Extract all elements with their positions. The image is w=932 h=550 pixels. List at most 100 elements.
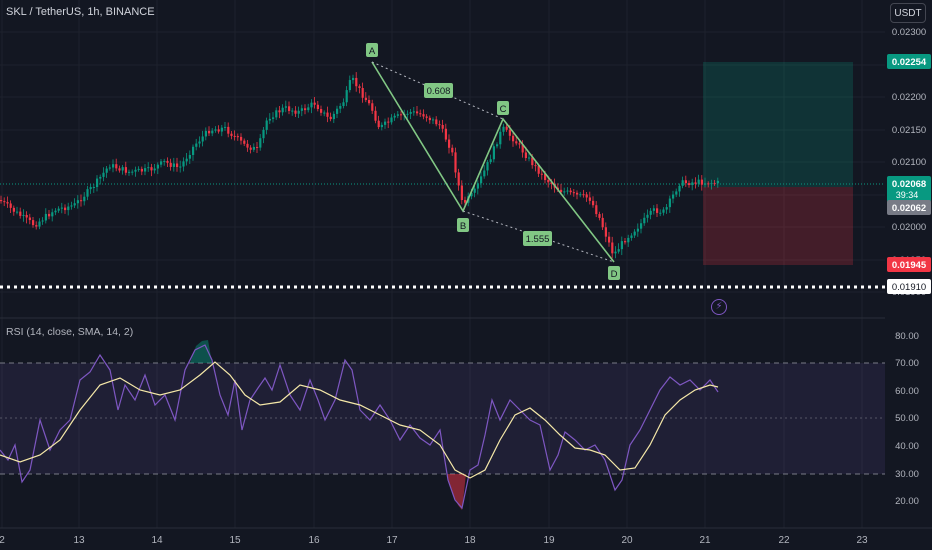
candle-body [201,136,204,142]
candle-body [278,110,281,113]
candle-body [70,205,73,207]
rsi-axis-labels: 80.00 70.00 60.00 50.00 40.00 30.00 20.00 [895,331,919,507]
rsi-axis[interactable] [885,318,932,528]
candle-body [582,194,585,196]
candle-body [115,164,118,169]
candle-body [700,179,703,185]
candle-body [336,108,339,114]
candle-body [92,187,95,189]
candle-body [41,220,44,222]
lightning-icon[interactable]: ⚡ [711,299,727,315]
time-axis[interactable]: 2 13 14 15 16 17 18 19 20 21 22 23 [0,535,868,546]
stop-price-tag-box [887,257,931,272]
ratio-label-bd-box [523,231,552,246]
candle-body [604,227,607,237]
candle-body [188,154,191,159]
price-axis-label: 0.02000 [892,222,926,233]
candle-body [512,135,515,142]
candle-body [576,192,579,195]
candle-body [681,180,684,186]
candle-body [262,129,265,139]
candle-body [544,173,547,181]
price-axis-label: 0.02300 [892,27,926,38]
candle-body [377,120,380,128]
candle-body [185,158,188,162]
rsi-axis-label: 20.00 [895,496,919,507]
candle-body [364,97,367,101]
point-b-box [457,218,469,232]
candle-body [144,168,147,172]
candle-body [636,228,639,232]
candle-body [217,129,220,132]
abcd-pattern[interactable]: 0.608 1.555 A B C D [366,43,620,280]
candle-body [652,208,655,211]
candle-body [550,182,553,184]
level-price-tag-box [887,279,931,294]
candlestick-series [0,72,719,259]
candle-body [99,176,102,179]
currency-button[interactable]: USDT [890,3,926,23]
candle-body [432,119,435,121]
candle-body [156,164,159,169]
rsi-axis-label: 70.00 [895,358,919,369]
candle-body [355,77,358,87]
candle-body [688,183,691,186]
candle-body [153,168,156,171]
candle-body [195,143,198,147]
candle-body [160,161,163,165]
ratio-label-bd: 1.555 [526,234,550,245]
candle-body [342,102,345,107]
symbol-title[interactable]: SKL / TetherUS, 1h, BINANCE [6,6,155,18]
candle-body [697,179,700,184]
entry-price-tag-box [887,200,931,215]
candle-body [89,187,92,190]
rsi-axis-label: 30.00 [895,469,919,480]
time-axis-label: 19 [543,535,555,546]
candle-body [182,161,185,167]
candle-body [633,231,636,236]
candle-body [454,152,457,173]
candle-body [137,168,140,170]
candle-body [112,164,115,168]
candle-body [294,110,297,114]
candle-body [380,124,383,128]
candle-body [246,143,249,148]
rsi-band-fill [0,363,885,474]
candle-body [224,126,227,128]
candle-body [620,241,623,250]
candle-body [537,165,540,174]
time-axis-label: 18 [464,535,476,546]
candle-body [19,211,22,216]
candle-body [595,205,598,215]
candle-body [464,200,467,203]
candle-body [499,131,502,145]
candle-body [38,221,41,227]
candle-body [316,104,319,110]
candle-body [451,147,454,153]
candle-body [348,80,351,91]
candle-body [694,182,697,184]
level-price-tag: 0.01910 [892,282,926,293]
candle-body [662,209,665,213]
candle-body [515,141,518,144]
point-a-label: A [369,46,376,57]
candle-body [416,111,419,114]
candle-body [406,113,409,115]
candle-body [60,207,63,209]
candle-body [96,178,99,188]
candle-body [704,183,707,185]
candle-body [534,165,537,167]
time-axis-label: 22 [778,535,790,546]
point-a-box [366,43,378,57]
candle-body [131,171,134,173]
candle-body [310,102,313,108]
candle-body [358,86,361,89]
stop-price-tag: 0.01945 [892,260,927,271]
bar-countdown: 39:34 [896,190,919,200]
candle-body [588,197,591,201]
rsi-indicator-title[interactable]: RSI (14, close, SMA, 14, 2) [6,326,134,338]
candle-body [51,212,54,217]
candle-body [640,223,643,229]
candle-body [76,200,79,204]
